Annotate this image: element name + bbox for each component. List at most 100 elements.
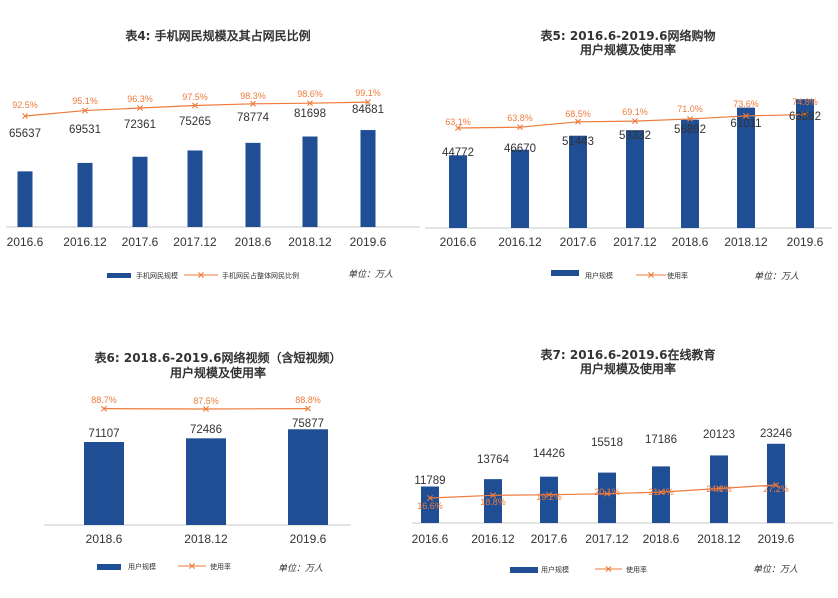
x-tick-label: 2019.6 bbox=[787, 235, 824, 249]
legend-marker bbox=[189, 563, 195, 569]
x-tick-label: 2017.12 bbox=[613, 235, 657, 249]
bar bbox=[360, 130, 376, 227]
bar bbox=[767, 443, 785, 523]
rate-label: 88.7% bbox=[91, 395, 117, 405]
rate-point bbox=[455, 125, 461, 131]
chart-6: 表6: 2018.6-2019.6网络视频（含短视频）用户规模及使用率 71107… bbox=[44, 350, 351, 574]
bar-value-label: 69531 bbox=[69, 124, 101, 136]
rate-label: 16.6% bbox=[417, 501, 443, 511]
x-tick-label: 2018.12 bbox=[724, 235, 768, 249]
bar bbox=[511, 149, 529, 228]
legend-swatch-bar bbox=[551, 270, 579, 276]
bar bbox=[302, 136, 318, 227]
legend: 用户规模 使用率 bbox=[510, 565, 647, 574]
bar bbox=[737, 107, 755, 228]
rate-label: 18.8% bbox=[480, 497, 506, 507]
x-tick-label: 2018.6 bbox=[672, 235, 709, 249]
x-tick-label: 2018.6 bbox=[86, 532, 123, 546]
x-tick-label: 2019.6 bbox=[758, 532, 795, 546]
bar bbox=[186, 438, 226, 525]
bar-value-label: 46670 bbox=[504, 143, 536, 155]
bar-value-label: 11789 bbox=[414, 475, 445, 487]
bar-value-label: 17186 bbox=[645, 434, 677, 446]
x-tick-label: 2018.12 bbox=[697, 532, 741, 546]
unit-label: 单位：万人 bbox=[754, 271, 799, 282]
legend: 手机网民规模 手机网民占整体网民比例 bbox=[107, 271, 299, 280]
bar bbox=[626, 130, 644, 228]
rate-point bbox=[203, 406, 209, 412]
unit-label: 单位：万人 bbox=[753, 564, 798, 575]
legend-marker bbox=[648, 272, 654, 278]
rate-label: 71.0% bbox=[677, 104, 703, 114]
legend-label-bar: 用户规模 bbox=[128, 562, 156, 571]
x-tick-label: 2018.6 bbox=[235, 235, 272, 249]
rate-label: 21.4% bbox=[648, 487, 674, 497]
bar-value-label: 72361 bbox=[124, 119, 156, 131]
bar bbox=[598, 472, 616, 523]
legend: 用户规模 使用率 bbox=[551, 270, 688, 280]
legend-label-bar: 用户规模 bbox=[541, 565, 569, 574]
bar bbox=[245, 142, 261, 227]
bar-value-label: 15518 bbox=[591, 437, 623, 449]
bar-value-label: 20123 bbox=[703, 429, 735, 441]
bar bbox=[569, 135, 587, 228]
x-tick-label: 2016.12 bbox=[498, 235, 542, 249]
bar-value-label: 72486 bbox=[190, 424, 222, 436]
bar bbox=[796, 99, 814, 228]
legend-swatch-bar bbox=[97, 564, 121, 570]
unit-label: 单位：万人 bbox=[278, 563, 323, 574]
rate-point bbox=[517, 124, 523, 131]
bar-value-label: 78774 bbox=[237, 112, 270, 124]
rate-label: 92.5% bbox=[12, 100, 38, 110]
legend-label-line: 使用率 bbox=[626, 565, 647, 574]
rate-point bbox=[604, 490, 610, 497]
rate-label: 98.3% bbox=[240, 91, 266, 101]
bar-value-label: 81698 bbox=[294, 108, 326, 120]
rate-label: 96.3% bbox=[127, 94, 153, 104]
x-tick-label: 2017.12 bbox=[173, 235, 217, 249]
legend-marker bbox=[605, 566, 612, 572]
rate-point bbox=[307, 100, 313, 107]
rate-point bbox=[687, 115, 693, 122]
rate-label: 74.8% bbox=[792, 97, 818, 107]
x-tick-label: 2016.12 bbox=[63, 235, 107, 249]
bar-value-label: 63882 bbox=[789, 111, 821, 123]
x-tick-label: 2017.6 bbox=[560, 235, 597, 249]
rate-point bbox=[250, 100, 256, 107]
bar-value-label: 71107 bbox=[88, 428, 119, 440]
bar-value-label: 84681 bbox=[352, 104, 384, 116]
rate-point bbox=[658, 489, 664, 496]
chart-title: 表7: 2016.6-2019.6在线教育 bbox=[540, 347, 716, 362]
chart-4: 表4: 手机网民规模及其占网民比例 65637 69531 72361 75265 787… bbox=[6, 28, 420, 280]
chart-subtitle: 用户规模及使用率 bbox=[579, 42, 676, 57]
rate-label: 19.2% bbox=[536, 492, 562, 502]
rate-point bbox=[632, 118, 638, 125]
bar-value-label: 14426 bbox=[533, 448, 565, 460]
x-tick-label: 2019.6 bbox=[290, 532, 327, 546]
rate-point bbox=[137, 105, 143, 112]
bar-value-label: 44772 bbox=[442, 147, 474, 159]
rate-point bbox=[22, 113, 28, 119]
rate-point bbox=[305, 405, 311, 412]
rate-point bbox=[427, 495, 433, 501]
bar bbox=[421, 486, 439, 523]
x-tick-label: 2019.6 bbox=[350, 235, 387, 249]
rate-label: 98.6% bbox=[297, 89, 323, 99]
rate-label: 95.1% bbox=[72, 96, 98, 106]
legend-label-line: 使用率 bbox=[210, 562, 231, 571]
chart-title: 表6: 2018.6-2019.6网络视频（含短视频） bbox=[94, 350, 342, 365]
x-tick-label: 2016.6 bbox=[440, 235, 477, 249]
bar bbox=[17, 171, 33, 227]
bar bbox=[449, 155, 467, 228]
rate-label: 87.5% bbox=[193, 396, 219, 406]
bar-value-label: 53332 bbox=[619, 130, 651, 142]
bar bbox=[84, 442, 124, 525]
legend-label-bar: 手机网民规模 bbox=[136, 271, 178, 280]
rate-point bbox=[546, 491, 552, 498]
rate-label: 27.2% bbox=[763, 484, 789, 494]
x-tick-label: 2018.12 bbox=[288, 235, 332, 249]
x-tick-label: 2017.6 bbox=[531, 532, 568, 546]
rate-point bbox=[101, 405, 107, 412]
